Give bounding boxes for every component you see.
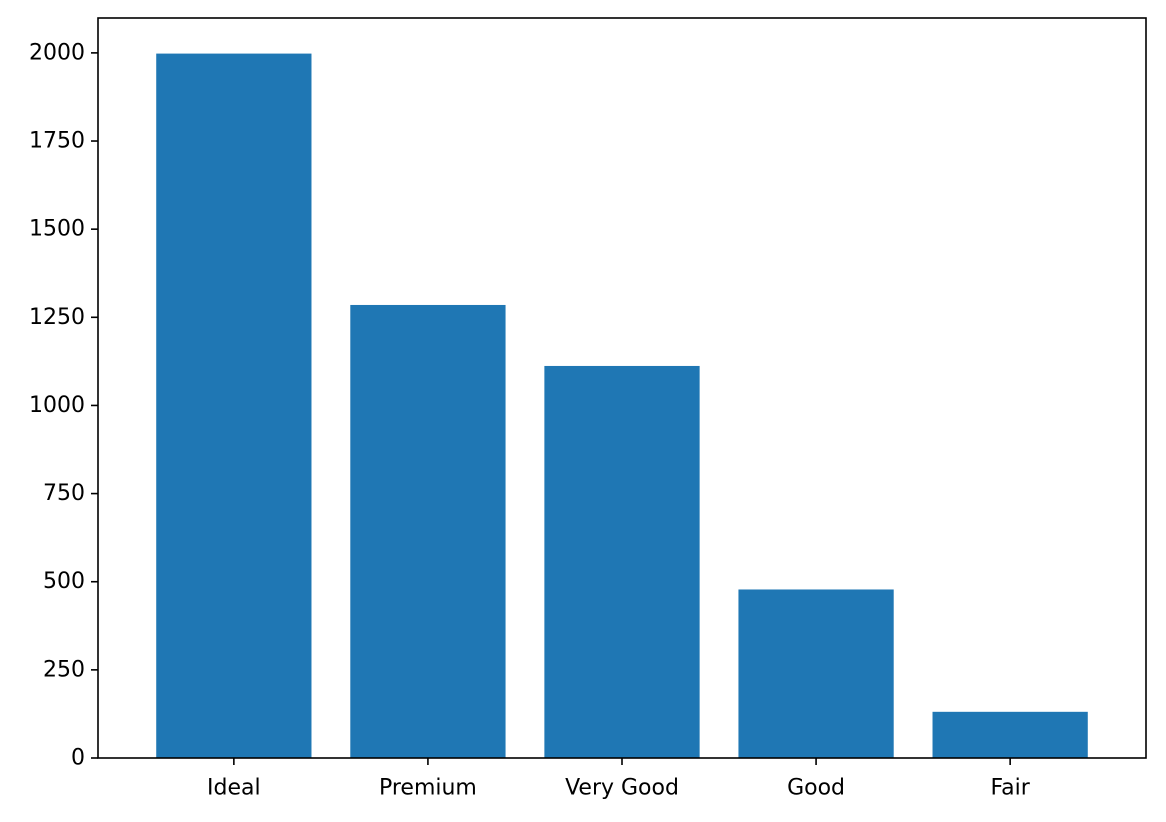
x-tick-label-good: Good xyxy=(787,776,845,801)
y-tick-label: 1750 xyxy=(29,129,85,154)
x-tick-label-ideal: Ideal xyxy=(207,776,261,801)
y-tick-label: 250 xyxy=(43,657,85,682)
y-tick-label: 1500 xyxy=(29,217,85,242)
bar-ideal xyxy=(156,53,312,759)
y-axis: 0 250 500 750 1000 1250 1500 1750 2000 xyxy=(29,40,98,771)
y-tick-label: 500 xyxy=(43,569,85,594)
bars-group xyxy=(156,53,1088,759)
y-tick-label: 750 xyxy=(43,481,85,506)
bar-fair xyxy=(932,711,1088,758)
y-tick-label: 0 xyxy=(71,746,85,771)
plot-area-frame xyxy=(97,17,1147,759)
y-tick-label: 2000 xyxy=(29,40,85,65)
bar-premium xyxy=(350,304,506,758)
x-tick-label-premium: Premium xyxy=(379,776,477,801)
bar-very-good xyxy=(544,365,700,758)
y-tick-label: 1000 xyxy=(29,393,85,418)
x-tick-label-very-good: Very Good xyxy=(565,776,679,801)
x-tick-label-fair: Fair xyxy=(991,776,1031,801)
bar-good xyxy=(738,589,894,758)
x-axis: Ideal Premium Very Good Good Fair xyxy=(207,758,1031,801)
y-tick-label: 1250 xyxy=(29,305,85,330)
